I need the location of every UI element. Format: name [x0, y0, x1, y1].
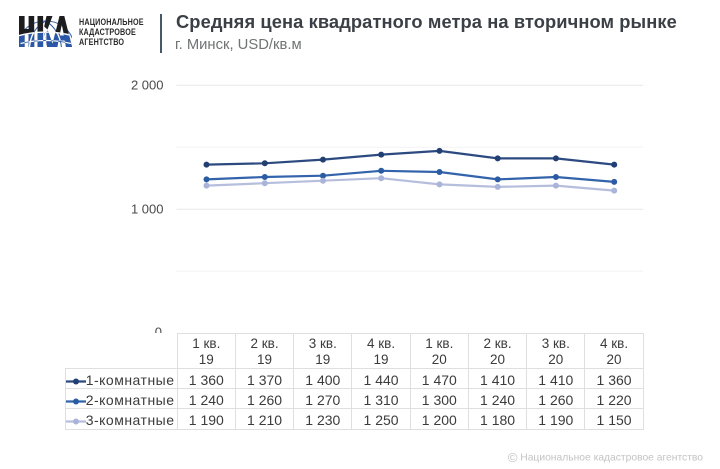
svg-text:2 000: 2 000 — [131, 78, 164, 93]
svg-text:1 000: 1 000 — [131, 202, 164, 217]
svg-text:0: 0 — [155, 325, 162, 340]
